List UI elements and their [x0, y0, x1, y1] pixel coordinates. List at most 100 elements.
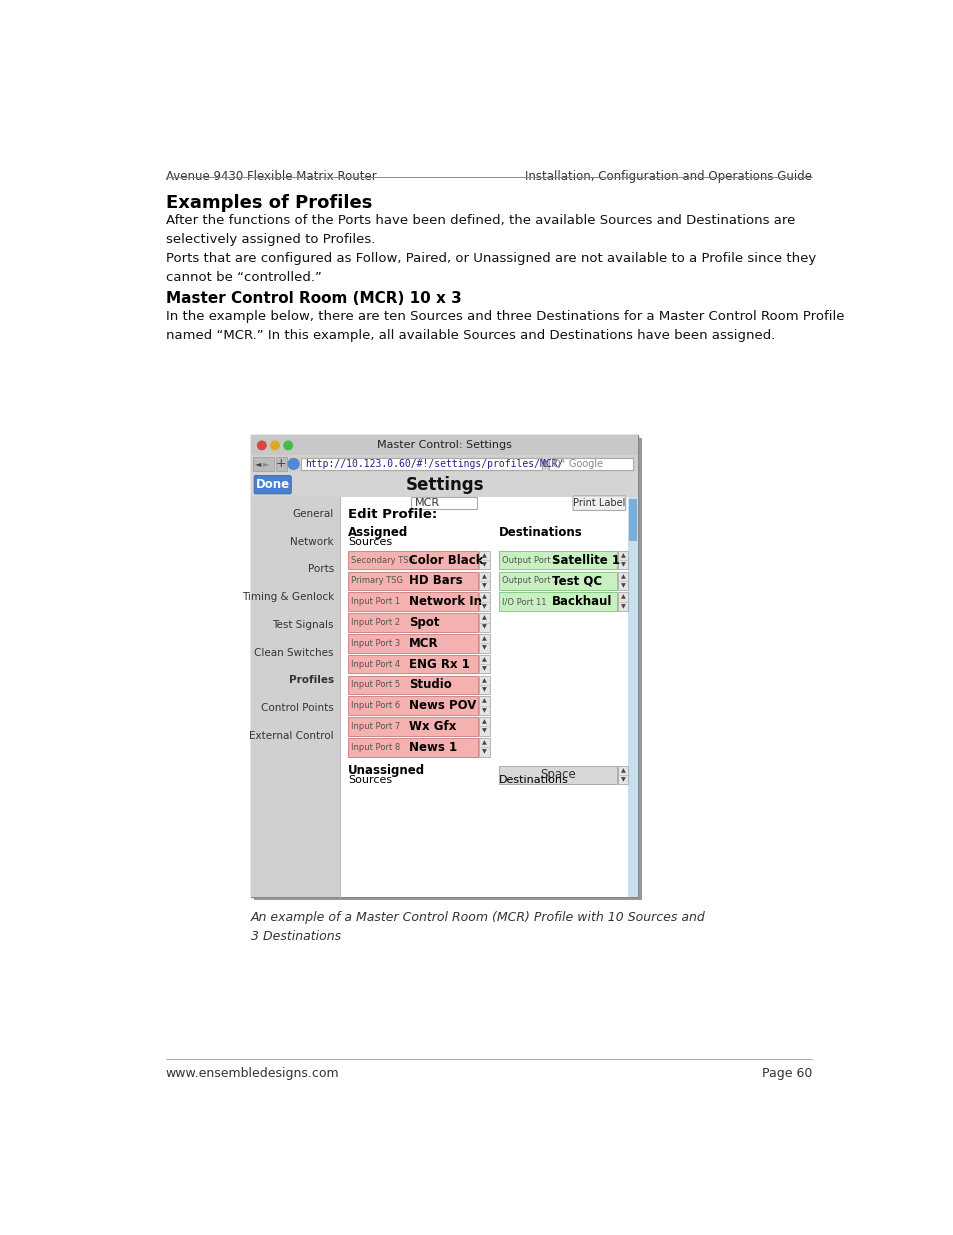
Text: Color Black: Color Black — [409, 553, 483, 567]
FancyBboxPatch shape — [251, 456, 638, 472]
Text: News POV: News POV — [409, 699, 476, 713]
Text: In the example below, there are ten Sources and three Destinations for a Master : In the example below, there are ten Sour… — [166, 310, 843, 342]
Circle shape — [257, 441, 266, 450]
Circle shape — [284, 441, 293, 450]
Text: Timing & Genlock: Timing & Genlock — [241, 592, 334, 603]
Text: ENG Rx 1: ENG Rx 1 — [409, 657, 470, 671]
FancyBboxPatch shape — [617, 551, 628, 569]
FancyBboxPatch shape — [348, 593, 477, 611]
FancyBboxPatch shape — [255, 477, 290, 493]
Text: ▼: ▼ — [620, 562, 625, 567]
Text: Input Port 7: Input Port 7 — [351, 722, 400, 731]
FancyBboxPatch shape — [629, 499, 637, 541]
Text: Page 60: Page 60 — [760, 1067, 811, 1079]
Text: Backhaul: Backhaul — [552, 595, 612, 608]
FancyBboxPatch shape — [627, 496, 638, 898]
FancyBboxPatch shape — [478, 572, 489, 590]
Text: Input Port 1: Input Port 1 — [351, 598, 399, 606]
Text: ▲: ▲ — [481, 553, 486, 558]
Text: Print Label: Print Label — [573, 498, 625, 508]
Text: MCR: MCR — [409, 637, 438, 650]
FancyBboxPatch shape — [253, 438, 641, 900]
Text: An example of a Master Control Room (MCR) Profile with 10 Sources and
3 Destinat: An example of a Master Control Room (MCR… — [251, 911, 705, 944]
FancyBboxPatch shape — [478, 593, 489, 611]
Text: ▼: ▼ — [620, 583, 625, 588]
Text: ▼: ▼ — [481, 687, 486, 692]
FancyBboxPatch shape — [617, 766, 628, 784]
Text: Output Port 2: Output Port 2 — [501, 577, 558, 585]
Text: Done: Done — [255, 478, 290, 492]
Text: ▼: ▼ — [481, 666, 486, 671]
Text: Input Port 4: Input Port 4 — [351, 659, 399, 668]
Text: ▼: ▼ — [481, 562, 486, 567]
FancyBboxPatch shape — [348, 572, 477, 590]
FancyBboxPatch shape — [348, 551, 477, 569]
Text: Profiles: Profiles — [289, 676, 334, 685]
FancyBboxPatch shape — [348, 634, 477, 652]
FancyBboxPatch shape — [498, 551, 617, 569]
FancyBboxPatch shape — [411, 496, 476, 509]
Text: ▲: ▲ — [620, 574, 625, 579]
Circle shape — [288, 458, 298, 469]
Text: After the functions of the Ports have been defined, the available Sources and De: After the functions of the Ports have be… — [166, 214, 794, 246]
FancyBboxPatch shape — [617, 572, 628, 590]
Text: Assigned: Assigned — [348, 526, 408, 540]
Text: ▼: ▼ — [481, 604, 486, 609]
Text: ▲: ▲ — [620, 553, 625, 558]
Text: Destinations: Destinations — [498, 776, 568, 785]
FancyBboxPatch shape — [251, 436, 638, 456]
Text: Q⁺ Google: Q⁺ Google — [553, 459, 602, 469]
Text: ◄: ◄ — [254, 459, 261, 468]
FancyBboxPatch shape — [478, 551, 489, 569]
Text: Control Points: Control Points — [261, 703, 334, 713]
Text: Input Port 6: Input Port 6 — [351, 701, 400, 710]
Text: ▲: ▲ — [481, 657, 486, 662]
Text: Network: Network — [290, 537, 334, 547]
Text: ▼: ▼ — [481, 646, 486, 651]
Text: Ports that are configured as Follow, Paired, or Unassigned are not available to : Ports that are configured as Follow, Pai… — [166, 252, 815, 284]
Text: ▲: ▲ — [481, 740, 486, 745]
Text: ▼: ▼ — [481, 625, 486, 630]
Text: Network In: Network In — [409, 595, 481, 608]
Text: Space: Space — [539, 768, 576, 782]
Text: Studio: Studio — [409, 678, 452, 692]
FancyBboxPatch shape — [498, 593, 617, 611]
FancyBboxPatch shape — [348, 676, 477, 694]
Text: ▼: ▼ — [481, 729, 486, 734]
Text: Unassigned: Unassigned — [348, 764, 424, 777]
FancyBboxPatch shape — [253, 475, 291, 494]
Text: http://10.123.0.60/#!/settings/profiles/MCR/: http://10.123.0.60/#!/settings/profiles/… — [305, 459, 563, 469]
Text: Primary TSG: Primary TSG — [351, 577, 402, 585]
FancyBboxPatch shape — [251, 436, 638, 898]
Text: Output Port 1: Output Port 1 — [501, 556, 558, 564]
FancyBboxPatch shape — [478, 634, 489, 652]
Text: c: c — [540, 459, 546, 469]
FancyBboxPatch shape — [348, 614, 477, 632]
Text: Settings: Settings — [405, 475, 483, 494]
Text: ▲: ▲ — [481, 636, 486, 641]
Text: Sources: Sources — [348, 537, 392, 547]
Text: Spot: Spot — [409, 616, 439, 629]
Text: Sources: Sources — [348, 776, 392, 785]
FancyBboxPatch shape — [573, 496, 625, 510]
Text: Satellite 1: Satellite 1 — [552, 553, 619, 567]
Text: ▲: ▲ — [481, 615, 486, 620]
FancyBboxPatch shape — [498, 572, 617, 590]
Text: Input Port 2: Input Port 2 — [351, 618, 399, 627]
Text: www.ensembledesigns.com: www.ensembledesigns.com — [166, 1067, 339, 1079]
Text: ▼: ▼ — [620, 777, 625, 782]
Text: Edit Profile:: Edit Profile: — [348, 508, 436, 521]
Text: ▼: ▼ — [481, 708, 486, 713]
Text: HD Bars: HD Bars — [409, 574, 462, 588]
FancyBboxPatch shape — [251, 472, 638, 496]
Text: News 1: News 1 — [409, 741, 456, 753]
Text: Examples of Profiles: Examples of Profiles — [166, 194, 372, 212]
FancyBboxPatch shape — [478, 655, 489, 673]
FancyBboxPatch shape — [478, 739, 489, 757]
Text: Wx Gfx: Wx Gfx — [409, 720, 456, 732]
Text: ▼: ▼ — [481, 583, 486, 588]
Text: Master Control Room (MCR) 10 x 3: Master Control Room (MCR) 10 x 3 — [166, 290, 461, 305]
FancyBboxPatch shape — [275, 457, 286, 471]
Text: General: General — [293, 509, 334, 519]
Text: ▲: ▲ — [481, 678, 486, 683]
